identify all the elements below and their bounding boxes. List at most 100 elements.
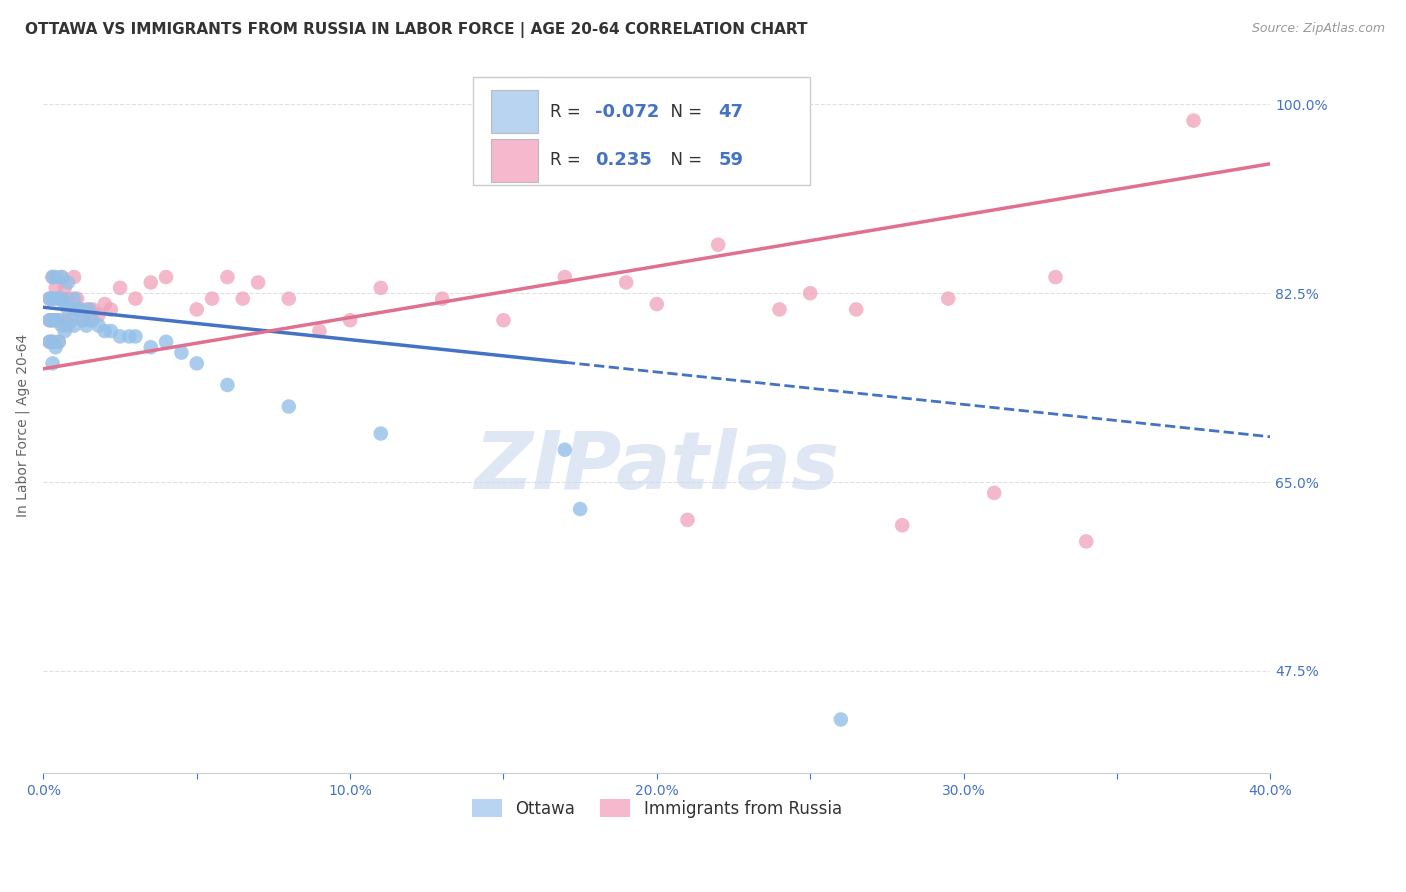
Point bbox=[277, 292, 299, 306]
Point bbox=[51, 292, 73, 306]
Point bbox=[38, 292, 60, 306]
Point bbox=[768, 302, 790, 317]
Point bbox=[82, 302, 104, 317]
Point bbox=[48, 334, 70, 349]
Text: OTTAWA VS IMMIGRANTS FROM RUSSIA IN LABOR FORCE | AGE 20-64 CORRELATION CHART: OTTAWA VS IMMIGRANTS FROM RUSSIA IN LABO… bbox=[25, 22, 808, 38]
Text: 59: 59 bbox=[718, 152, 744, 169]
Point bbox=[41, 356, 63, 370]
Point bbox=[614, 276, 637, 290]
Point bbox=[69, 302, 91, 317]
Point bbox=[41, 270, 63, 285]
Point bbox=[63, 302, 86, 317]
Point bbox=[339, 313, 361, 327]
Point bbox=[51, 318, 73, 333]
Point bbox=[48, 313, 70, 327]
Point bbox=[93, 324, 115, 338]
Text: 0.235: 0.235 bbox=[596, 152, 652, 169]
Text: R =: R = bbox=[550, 152, 586, 169]
Point bbox=[217, 378, 239, 392]
Point bbox=[170, 345, 193, 359]
Point bbox=[155, 270, 177, 285]
Point bbox=[186, 302, 208, 317]
Point bbox=[41, 292, 63, 306]
Point bbox=[79, 313, 101, 327]
Point bbox=[63, 292, 86, 306]
Point bbox=[41, 334, 63, 349]
Point bbox=[139, 276, 162, 290]
Point bbox=[45, 313, 67, 327]
Point bbox=[492, 313, 515, 327]
FancyBboxPatch shape bbox=[491, 138, 538, 182]
Point bbox=[45, 292, 67, 306]
Point bbox=[45, 270, 67, 285]
Point bbox=[56, 276, 79, 290]
Point bbox=[48, 313, 70, 327]
Text: N =: N = bbox=[661, 103, 707, 120]
Point bbox=[118, 329, 141, 343]
Point bbox=[124, 329, 146, 343]
Point bbox=[75, 318, 97, 333]
Point bbox=[983, 486, 1005, 500]
FancyBboxPatch shape bbox=[491, 90, 538, 133]
Point bbox=[51, 270, 73, 285]
Text: 47: 47 bbox=[718, 103, 744, 120]
Point bbox=[51, 292, 73, 306]
Point bbox=[38, 292, 60, 306]
Point bbox=[56, 318, 79, 333]
Point bbox=[53, 313, 76, 327]
Point bbox=[59, 313, 82, 327]
Point bbox=[38, 313, 60, 327]
Point bbox=[66, 302, 89, 317]
Point bbox=[277, 400, 299, 414]
Point bbox=[41, 292, 63, 306]
FancyBboxPatch shape bbox=[472, 78, 810, 186]
Point bbox=[1076, 534, 1098, 549]
Point bbox=[69, 302, 91, 317]
Point bbox=[201, 292, 224, 306]
Point bbox=[370, 281, 392, 295]
Point bbox=[45, 281, 67, 295]
Point bbox=[66, 292, 89, 306]
Point bbox=[59, 313, 82, 327]
Point bbox=[217, 270, 239, 285]
Point bbox=[45, 313, 67, 327]
Point bbox=[799, 286, 821, 301]
Point bbox=[247, 276, 270, 290]
Text: ZIPatlas: ZIPatlas bbox=[474, 428, 839, 506]
Point bbox=[38, 313, 60, 327]
Point bbox=[87, 308, 110, 322]
Point bbox=[41, 334, 63, 349]
Point bbox=[155, 334, 177, 349]
Point bbox=[63, 270, 86, 285]
Point bbox=[82, 313, 104, 327]
Point bbox=[41, 313, 63, 327]
Point bbox=[100, 324, 122, 338]
Text: Source: ZipAtlas.com: Source: ZipAtlas.com bbox=[1251, 22, 1385, 36]
Legend: Ottawa, Immigrants from Russia: Ottawa, Immigrants from Russia bbox=[465, 793, 848, 824]
Point bbox=[1182, 113, 1205, 128]
Point bbox=[707, 237, 730, 252]
Point bbox=[430, 292, 453, 306]
Point bbox=[41, 270, 63, 285]
Text: R =: R = bbox=[550, 103, 586, 120]
Point bbox=[72, 313, 94, 327]
Point bbox=[56, 302, 79, 317]
Point bbox=[48, 292, 70, 306]
Point bbox=[75, 302, 97, 317]
Point bbox=[38, 334, 60, 349]
Point bbox=[51, 270, 73, 285]
Point bbox=[53, 324, 76, 338]
Point bbox=[554, 270, 576, 285]
Point bbox=[72, 313, 94, 327]
Point bbox=[87, 318, 110, 333]
Point bbox=[370, 426, 392, 441]
Point bbox=[645, 297, 668, 311]
Point bbox=[100, 302, 122, 317]
Point bbox=[63, 318, 86, 333]
Point bbox=[38, 334, 60, 349]
Point bbox=[830, 713, 852, 727]
Point bbox=[108, 329, 131, 343]
Point bbox=[139, 340, 162, 354]
Point bbox=[1045, 270, 1067, 285]
Point bbox=[676, 513, 699, 527]
